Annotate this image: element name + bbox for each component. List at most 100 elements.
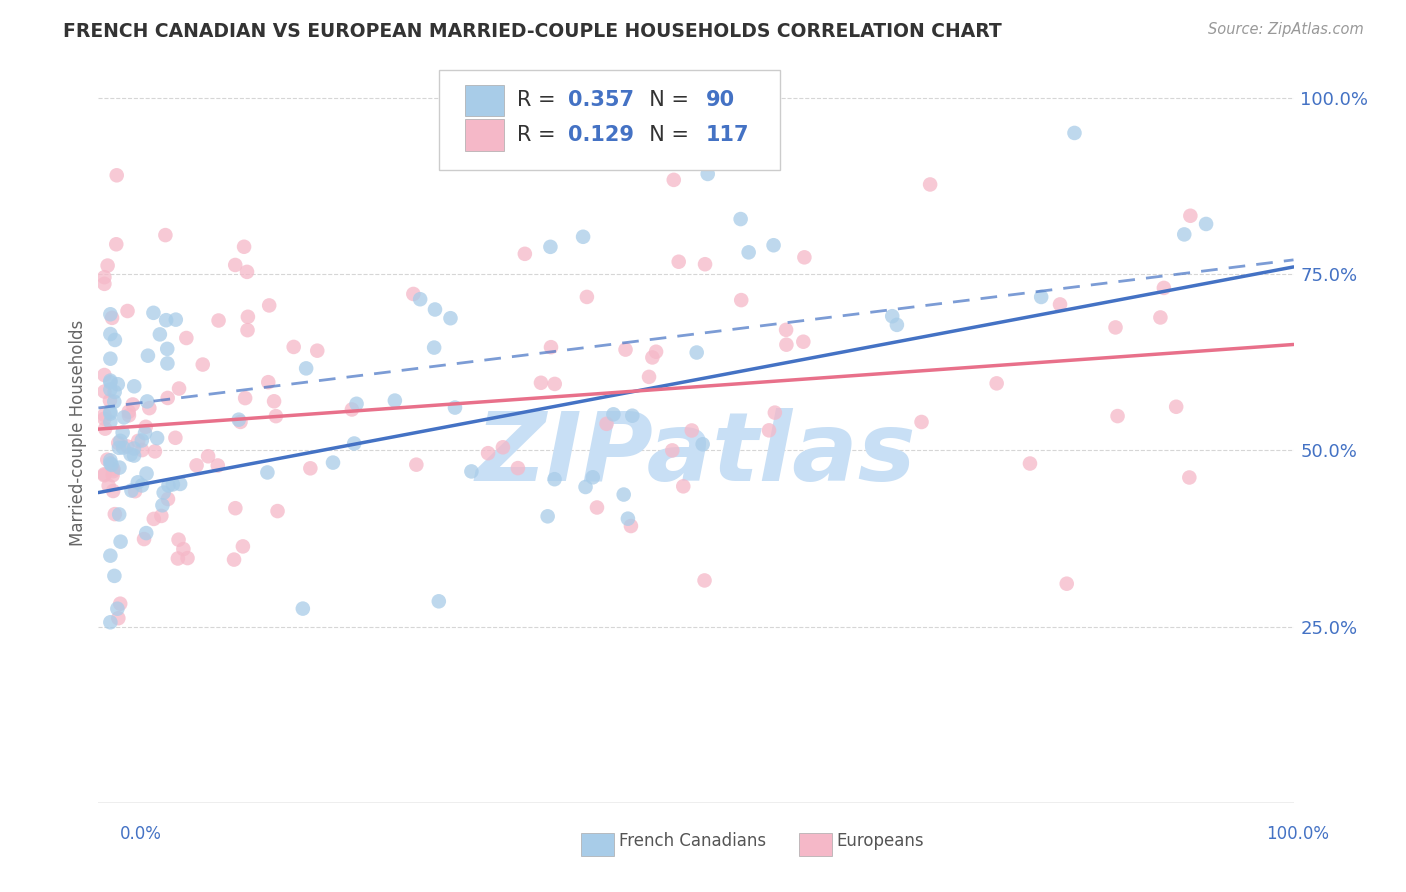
Point [197,450,219,464]
Text: 100.0%: 100.0% [1265,825,1329,843]
Point [986,376,1008,391]
Point [136,349,159,363]
Point [98,383,122,397]
Point [156,356,179,370]
Point [1180,209,1202,223]
Point [613,487,636,501]
Point [103,394,125,409]
Point [135,526,157,541]
Point [108,441,131,455]
Point [108,597,131,611]
Point [142,306,165,320]
Point [93,467,115,482]
Text: Source: ZipAtlas.com: Source: ZipAtlas.com [1208,22,1364,37]
Point [111,425,134,440]
Point [409,292,432,306]
Text: Europeans: Europeans [837,832,924,850]
Point [236,323,259,337]
Text: R =: R = [517,125,562,145]
Point [93,408,115,422]
Point [620,519,643,533]
Point [143,444,166,458]
Point [295,361,318,376]
Point [136,394,159,409]
Point [121,483,143,498]
Point [595,417,617,431]
Point [229,415,252,429]
Point [98,374,122,388]
Point [112,441,135,455]
Point [124,484,146,499]
Point [1049,297,1071,311]
Point [222,552,245,566]
Point [101,464,124,478]
Point [1019,457,1042,471]
FancyBboxPatch shape [465,120,503,151]
Point [574,97,596,112]
Point [439,311,461,326]
Text: R =: R = [517,90,562,111]
Point [97,259,120,273]
FancyBboxPatch shape [465,85,503,116]
Point [617,511,640,525]
Point [96,452,118,467]
Point [384,393,406,408]
Point [346,397,368,411]
Point [98,549,122,563]
Text: FRENCH CANADIAN VS EUROPEAN MARRIED-COUPLE HOUSEHOLDS CORRELATION CHART: FRENCH CANADIAN VS EUROPEAN MARRIED-COUP… [63,22,1002,41]
Point [693,257,716,271]
Point [614,343,637,357]
Text: 117: 117 [706,125,749,145]
Point [131,478,153,492]
Point [156,491,179,506]
Text: 0.129: 0.129 [568,125,634,145]
Point [105,169,128,183]
Point [1056,576,1078,591]
Point [1063,126,1085,140]
Point [122,379,145,393]
Text: 0.357: 0.357 [568,90,634,111]
Text: 90: 90 [706,90,735,111]
Point [93,468,115,483]
Point [105,601,128,615]
Point [572,229,595,244]
Point [94,422,117,436]
Point [157,478,180,492]
Point [176,331,198,345]
Point [264,409,287,424]
Point [167,382,190,396]
Point [104,384,127,399]
Point [661,443,683,458]
Point [101,310,124,325]
Point [120,447,142,461]
Point [98,615,122,630]
Point [98,307,122,321]
Point [233,240,256,254]
Point [506,461,529,475]
Point [775,337,797,351]
Point [662,173,685,187]
Point [118,405,141,419]
Point [134,426,156,441]
Point [405,458,427,472]
Point [530,376,553,390]
Point [107,436,129,450]
Point [138,401,160,416]
Point [155,313,177,327]
Point [228,412,250,426]
Point [152,485,174,500]
Point [492,440,515,454]
Point [207,458,229,473]
Point [93,384,115,399]
Point [93,411,115,425]
Point [131,443,153,458]
Point [98,393,121,408]
Point [107,377,129,392]
Point [668,254,690,268]
Point [132,532,155,546]
Point [920,178,942,192]
Point [167,551,190,566]
Point [121,397,143,411]
Point [575,290,598,304]
Point [1166,400,1188,414]
